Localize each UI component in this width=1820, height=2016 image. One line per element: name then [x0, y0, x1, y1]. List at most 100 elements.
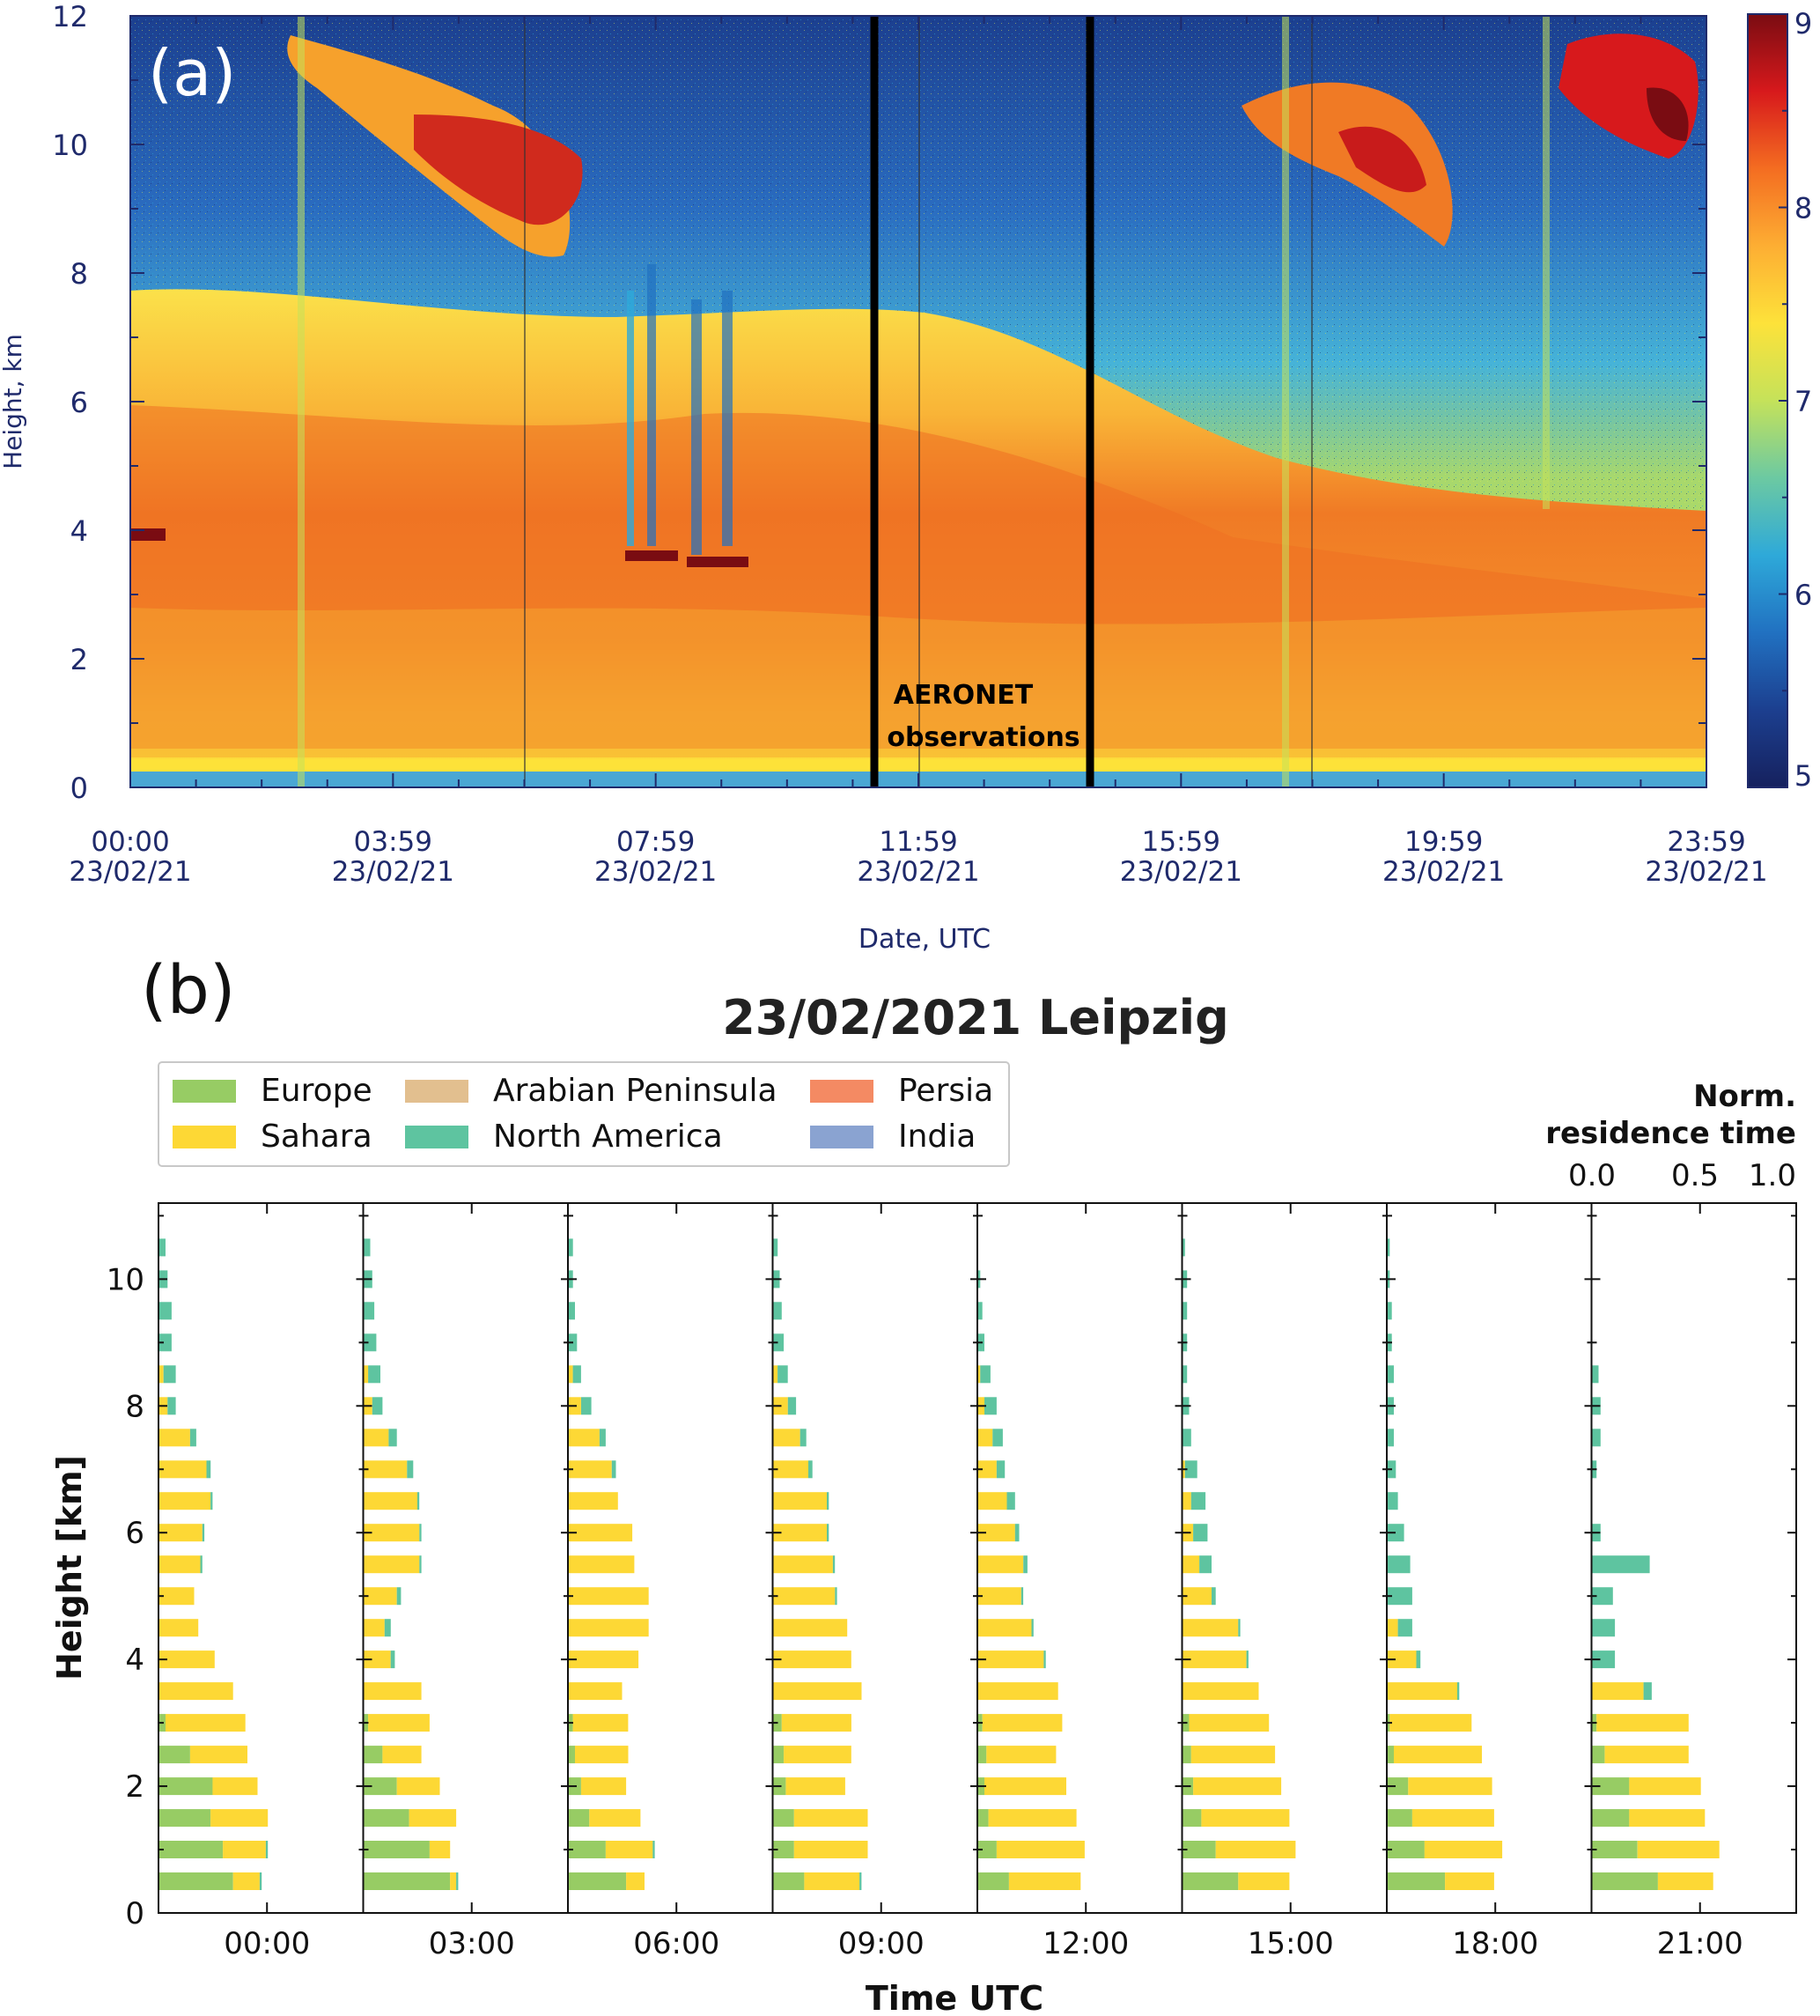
- bar-europe: [1183, 1872, 1239, 1890]
- bar-sahara: [569, 1682, 623, 1701]
- bar-north-america: [978, 1302, 983, 1320]
- bar-sahara: [982, 1714, 1063, 1732]
- legend-swatch: [810, 1126, 873, 1148]
- bar-europe: [773, 1746, 785, 1764]
- panel-a-label: (a): [148, 36, 236, 110]
- a-x-tick-time: 00:00: [91, 826, 169, 858]
- bar-north-america: [832, 1555, 836, 1574]
- bar-sahara: [773, 1587, 836, 1606]
- bar-north-america: [799, 1429, 807, 1447]
- bar-north-america: [1643, 1682, 1652, 1701]
- bar-sahara: [159, 1555, 201, 1574]
- bar-sahara: [368, 1714, 430, 1732]
- legend-box: [158, 1061, 1010, 1167]
- bar-north-america: [1193, 1524, 1208, 1542]
- bar-europe: [364, 1777, 397, 1796]
- bar-europe: [569, 1841, 606, 1858]
- bar-sahara: [223, 1841, 266, 1858]
- a-y-tick-label: 4: [70, 514, 88, 548]
- bar-north-america: [1212, 1587, 1216, 1606]
- bar-sahara: [159, 1460, 207, 1479]
- bar-sahara: [986, 1746, 1057, 1764]
- bar-north-america: [599, 1429, 606, 1447]
- bar-north-america: [611, 1460, 616, 1479]
- bar-sahara: [1238, 1872, 1290, 1890]
- bar-north-america: [265, 1841, 269, 1858]
- bar-sahara: [429, 1841, 451, 1858]
- bar-north-america: [1388, 1429, 1394, 1447]
- bar-north-america: [1592, 1365, 1599, 1384]
- bar-sahara: [569, 1492, 618, 1510]
- bar-sahara: [773, 1619, 848, 1637]
- legend-label: Persia: [898, 1073, 993, 1109]
- bar-north-america: [859, 1872, 862, 1890]
- bar-north-america: [827, 1524, 829, 1542]
- legend-label: Europe: [261, 1073, 372, 1109]
- norm-tick-label: 1.0: [1749, 1158, 1796, 1193]
- bar-sahara: [364, 1429, 389, 1447]
- bar-sahara: [784, 1746, 851, 1764]
- bar-sahara: [210, 1809, 269, 1828]
- bar-north-america: [368, 1365, 380, 1384]
- bar-sahara: [364, 1650, 391, 1669]
- bar-sahara: [978, 1365, 981, 1384]
- legend-swatch: [405, 1126, 468, 1148]
- aeronet-label-line2: observations: [887, 722, 1079, 753]
- bar-sahara: [1657, 1872, 1713, 1890]
- bar-sahara: [575, 1746, 629, 1764]
- bar-sahara: [785, 1777, 845, 1796]
- legend-swatch: [810, 1080, 873, 1103]
- bar-sahara: [1604, 1746, 1689, 1764]
- a-x-tick-time: 23:59: [1667, 826, 1745, 858]
- bar-north-america: [984, 1397, 997, 1415]
- profile-gap-2: [1282, 16, 1289, 787]
- bar-north-america: [407, 1460, 414, 1479]
- bar-sahara: [773, 1650, 851, 1669]
- cirrus-cloud-3-core: [1647, 87, 1689, 141]
- bar-sahara: [773, 1555, 833, 1574]
- a-x-tick-time: 07:59: [616, 826, 695, 858]
- bar-sahara: [1183, 1587, 1212, 1606]
- bar-north-america: [159, 1302, 172, 1320]
- a-x-tick-date: 23/02/21: [857, 856, 979, 888]
- near-ground-band: [130, 759, 1706, 772]
- bar-europe: [364, 1872, 451, 1890]
- bar-north-america: [1031, 1619, 1034, 1637]
- bar-sahara: [1424, 1841, 1503, 1858]
- legend-label: Arabian Peninsula: [493, 1073, 777, 1109]
- bar-north-america: [1388, 1365, 1394, 1384]
- rain-column-1: [627, 291, 634, 546]
- bar-north-america: [773, 1333, 785, 1352]
- cirrus-cloud-2-core: [1338, 126, 1426, 193]
- b-y-tick-label: 10: [107, 1262, 144, 1297]
- bar-sahara: [159, 1492, 211, 1510]
- bar-sahara: [232, 1872, 260, 1890]
- bar-north-america: [388, 1429, 397, 1447]
- bar-europe: [569, 1809, 590, 1828]
- bar-europe: [1183, 1746, 1191, 1764]
- bar-europe: [364, 1841, 430, 1858]
- b-y-tick-label: 2: [125, 1769, 144, 1805]
- bar-sahara: [1215, 1841, 1296, 1858]
- bar-sahara: [569, 1460, 612, 1479]
- a-x-tick-date: 23/02/21: [594, 856, 717, 888]
- bar-sahara: [450, 1872, 457, 1890]
- panel-a-x-axis: 00:0023/02/2103:5923/02/2107:5923/02/211…: [69, 16, 1768, 888]
- bar-sahara: [569, 1619, 649, 1637]
- bar-sahara: [978, 1524, 1015, 1542]
- bar-sahara: [1411, 1809, 1494, 1828]
- bar-europe: [1388, 1777, 1409, 1796]
- b-x-tick-label: 12:00: [1043, 1926, 1129, 1961]
- bar-north-america: [787, 1397, 797, 1415]
- bar-north-america: [1183, 1302, 1188, 1320]
- bar-sahara: [1629, 1809, 1706, 1828]
- b-y-tick-label: 0: [125, 1896, 144, 1931]
- bar-sahara: [1445, 1872, 1494, 1890]
- bar-sahara: [978, 1650, 1044, 1669]
- bar-sahara: [364, 1524, 420, 1542]
- bar-north-america: [808, 1460, 813, 1479]
- bar-sahara: [1183, 1619, 1239, 1637]
- bar-north-america: [167, 1397, 176, 1415]
- b-y-tick-label: 6: [125, 1516, 144, 1551]
